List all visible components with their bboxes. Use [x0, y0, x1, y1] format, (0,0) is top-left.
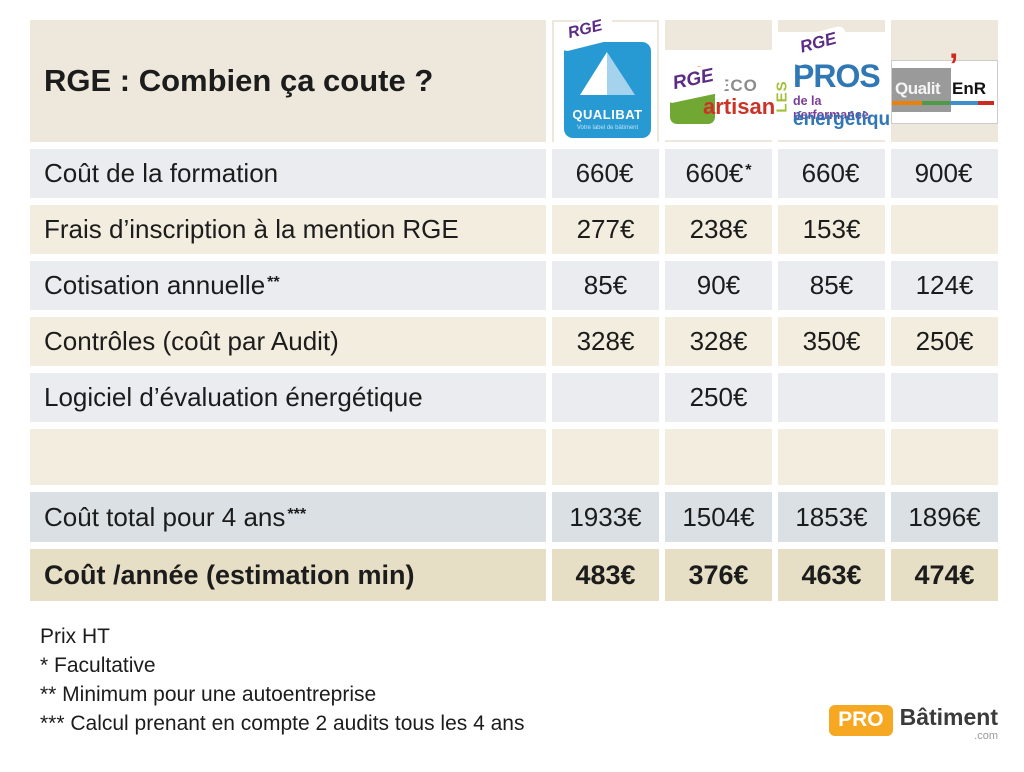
pros-label: PROS	[793, 58, 881, 94]
table-cell: 1896€	[891, 492, 998, 542]
brand-name: Bâtiment	[899, 703, 998, 730]
qualibat-tagline: Votre label de bâtiment	[576, 125, 639, 131]
qualit-color-stripe	[892, 101, 994, 105]
row-label: Frais d’inscription à la mention RGE	[30, 205, 546, 254]
cost-table: RGE : Combien ça coute ? QUALIBAT Votre …	[30, 16, 998, 601]
table-cell: 328€	[665, 317, 772, 366]
column-header-qualibat: QUALIBAT Votre label de bâtiment RGE	[552, 16, 659, 142]
table-cell: 277€	[552, 205, 659, 254]
footnote-minimum: ** Minimum pour une autoentreprise	[40, 683, 377, 706]
table-cell	[552, 373, 659, 422]
table-cell: 1504€	[665, 492, 772, 542]
pro-batiment-logo: PRO Bâtiment .com	[829, 703, 998, 742]
table-cell: 1853€	[778, 492, 885, 542]
row-label-per-year: Coût /année (estimation min)	[30, 549, 546, 601]
table-cell: 250€	[665, 373, 772, 422]
pro-badge: PRO	[829, 704, 893, 736]
table-cell: 483€	[552, 549, 659, 601]
table-cell	[891, 429, 998, 485]
row-label: Cotisation annuelle **	[30, 261, 546, 310]
table-cell	[552, 429, 659, 485]
table-cell	[778, 373, 885, 422]
qualit-label: Qualit	[895, 79, 941, 98]
les-pros-logo: LES PROS de la performance énergétique R…	[774, 27, 901, 140]
qualit-apostrophe: ’	[949, 47, 959, 85]
table-cell: 463€	[778, 549, 885, 601]
table-cell: 900€	[891, 149, 998, 198]
artisan-label: artisan	[703, 94, 776, 119]
row-label-total: Coût total pour 4 ans ***	[30, 492, 546, 542]
table-cell: 85€	[552, 261, 659, 310]
brand-text: Bâtiment .com	[899, 703, 998, 742]
table-cell	[778, 429, 885, 485]
eco-artisan-logo: ECO artisan RGE	[662, 50, 776, 140]
table-cell	[891, 205, 998, 254]
row-label: Logiciel d’évaluation énergétique	[30, 373, 546, 422]
table-cell	[891, 373, 998, 422]
table-cell: 376€	[665, 549, 772, 601]
enr-label: EnR	[952, 79, 986, 98]
row-label: Contrôles (coût par Audit)	[30, 317, 546, 366]
eco-label: ECO	[718, 76, 758, 95]
qualit-enr-logo: Qualit ’ EnR	[891, 47, 998, 124]
footnote-facultative: * Facultative	[40, 654, 156, 677]
table-cell: 90€	[665, 261, 772, 310]
table-cell: 660€ *	[665, 149, 772, 198]
pros-subtitle-1: de la performance	[793, 94, 869, 122]
footnotes: Prix HT * Facultative ** Minimum pour un…	[40, 622, 524, 738]
table-cell: 85€	[778, 261, 885, 310]
qualibat-label: QUALIBAT	[572, 107, 643, 122]
table-cell: 238€	[665, 205, 772, 254]
table-cell: 153€	[778, 205, 885, 254]
qualibat-logo: QUALIBAT Votre label de bâtiment RGE	[554, 16, 657, 142]
table-cell: 124€	[891, 261, 998, 310]
table-cell: 328€	[552, 317, 659, 366]
column-header-eco-artisan: ECO artisan RGE	[662, 20, 776, 142]
table-cell: 350€	[778, 317, 885, 366]
table-cell: 474€	[891, 549, 998, 601]
pros-subtitle-2: énergétique	[793, 109, 901, 130]
table-cell: 250€	[891, 317, 998, 366]
table-cell: 660€	[778, 149, 885, 198]
pyramid-icon	[580, 52, 635, 95]
row-label: Coût de la formation	[30, 149, 546, 198]
page-title: RGE : Combien ça coute ?	[30, 20, 546, 142]
row-label-empty	[30, 429, 546, 485]
brand-tld: .com	[974, 730, 998, 742]
qualibat-square: QUALIBAT Votre label de bâtiment	[564, 42, 651, 138]
table-cell	[665, 429, 772, 485]
les-label: LES	[773, 80, 791, 113]
table-cell: 1933€	[552, 492, 659, 542]
footnote-prix-ht: Prix HT	[40, 625, 110, 648]
column-header-les-pros: LES PROS de la performance énergétique R…	[774, 20, 901, 142]
column-header-qualit-enr: Qualit ’ EnR	[891, 20, 998, 142]
table-cell: 660€	[552, 149, 659, 198]
footnote-calcul: *** Calcul prenant en compte 2 audits to…	[40, 712, 525, 735]
